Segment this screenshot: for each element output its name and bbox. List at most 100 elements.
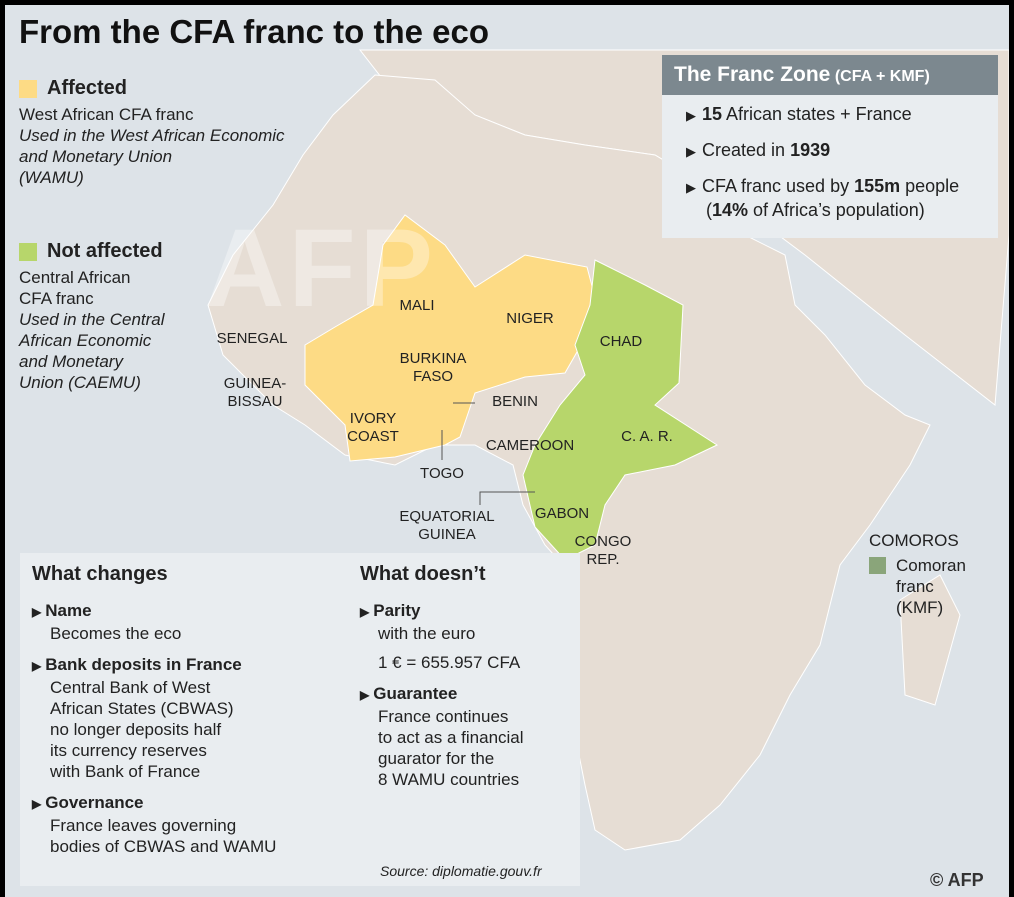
country-label: SENEGAL	[192, 330, 312, 348]
what-doesnt: What doesn’t ▶ Parity with the euro 1 € = 65…	[360, 563, 570, 800]
country-label-line: GUINEA	[418, 526, 476, 543]
country-label-line: REP.	[586, 551, 620, 568]
legend-italic-line: African Economic	[19, 331, 152, 350]
item-line: France continues	[378, 707, 509, 726]
legend-swatch	[19, 242, 37, 261]
franc-zone-text: 1939	[790, 140, 831, 160]
item-label-text: Parity	[373, 601, 421, 620]
country-label: CONGO REP.	[543, 533, 663, 569]
franc-zone-item: (14% of Africa’s population)	[686, 199, 998, 221]
item-label: ▶ Name	[32, 600, 352, 623]
franc-zone-note: (CFA + KMF)	[834, 68, 930, 85]
franc-zone-text: 155m	[854, 176, 901, 196]
country-label: BENIN	[455, 393, 575, 411]
country-label-line: FASO	[412, 368, 453, 385]
legend-line: Central African	[19, 268, 131, 287]
comoros-line: franc	[896, 577, 934, 596]
franc-zone-text: of Africa’s population)	[748, 200, 925, 220]
legend-entry: Not affected Central African CFA franc Used…	[19, 240, 339, 393]
not-affected-area	[522, 259, 719, 561]
country-label: MALI	[357, 297, 477, 315]
legend-entry: Affected West African CFA franc Used in th…	[19, 77, 339, 188]
spacer	[360, 790, 570, 800]
item-line: with the euro	[378, 624, 476, 643]
legend: Affected West African CFA franc Used in th…	[19, 77, 339, 393]
spacer	[360, 673, 570, 683]
franc-zone-text: CFA franc used by	[702, 176, 855, 196]
bullet: ▶	[32, 797, 42, 811]
item-label-text: Governance	[45, 793, 144, 812]
franc-zone-box: The Franc Zone (CFA + KMF) ▶ 15 African s…	[662, 55, 998, 238]
franc-zone-text: Created in	[702, 140, 791, 160]
country-label-line: GABON	[534, 505, 590, 522]
country-label: GABON	[502, 505, 622, 523]
country-label-line: CONGO	[574, 533, 632, 550]
franc-zone-item: ▶ 15 African states + France	[686, 103, 998, 127]
item-line: African States (CBWAS)	[50, 699, 234, 718]
affected-area	[304, 214, 598, 462]
country-label: NIGER	[470, 310, 590, 328]
item-label: ▶ Guarantee	[360, 683, 570, 706]
comoros-lines: Comoran franc (KMF)	[896, 555, 966, 618]
item-line: Becomes the eco	[50, 624, 182, 643]
franc-zone-text: 14%	[712, 200, 749, 220]
item-label-text: Name	[45, 601, 92, 620]
item-line: France leaves governing	[50, 816, 237, 835]
legend-header: Not affected	[19, 240, 339, 263]
legend-italic-line: and Monetary	[19, 352, 123, 371]
country-label-line: MALI	[399, 297, 435, 314]
item-line: Central Bank of West	[50, 678, 211, 697]
spacer	[32, 857, 352, 867]
country-label-line: BURKINA	[399, 350, 467, 367]
country-label: EQUATORIAL GUINEA	[387, 508, 507, 544]
column-heading: What changes	[32, 563, 168, 585]
bullet: ▶	[686, 108, 696, 123]
changes-box: What changes ▶ Name Becomes the eco ▶ Bank de…	[20, 553, 580, 886]
country-label-line: CAMEROON	[485, 437, 575, 454]
franc-zone-title: The Franc Zone	[674, 63, 831, 86]
franc-zone-text: African states + France	[722, 104, 912, 124]
comoros-line: (KMF)	[896, 598, 944, 617]
country-label-line: GUINEA-	[223, 375, 287, 392]
legend-italic-line: (WAMU)	[19, 168, 84, 187]
bullet: ▶	[32, 659, 42, 673]
country-label: C. A. R.	[587, 428, 707, 446]
comoros-legend-entry: Comoran franc (KMF)	[869, 555, 966, 618]
country-label-line: C. A. R.	[621, 428, 673, 445]
country-label-line: BENIN	[492, 393, 538, 410]
country-label-line: TOGO	[420, 465, 464, 482]
item-line: guarator for the	[378, 749, 495, 768]
item-label-text: Guarantee	[373, 684, 458, 703]
country-label-line: NIGER	[506, 310, 554, 327]
item-label: ▶ Parity	[360, 600, 570, 623]
franc-zone-text: (	[706, 200, 712, 220]
credit: © AFP	[930, 870, 984, 890]
item-line: to act as a financial	[378, 728, 524, 747]
country-label: CHAD	[561, 333, 681, 351]
item-label: ▶ Bank deposits in France	[32, 654, 352, 677]
legend-header: Affected	[19, 77, 339, 100]
spacer	[32, 782, 352, 792]
franc-zone-item: ▶ Created in 1939	[686, 139, 998, 163]
item-line: 1 € = 655.957 CFA	[378, 653, 521, 672]
franc-zone-items: ▶ 15 African states + France ▶ Created in 1…	[662, 95, 998, 221]
country-label: TOGO	[382, 465, 502, 483]
watermark: AFP	[205, 207, 437, 330]
legend-italic-line: Used in the Central	[19, 310, 165, 329]
bullet: ▶	[686, 180, 696, 195]
source: Source: diplomatie.gouv.fr	[380, 863, 542, 879]
item-line: bodies of CBWAS and WAMU	[50, 837, 277, 856]
land	[899, 574, 961, 706]
legend-line: West African CFA franc	[19, 105, 194, 124]
comoros-label: COMOROS	[869, 531, 959, 550]
bullet: ▶	[360, 605, 370, 619]
infographic: AFP From the CFA franc to the eco Affect…	[5, 5, 1009, 897]
franc-zone-item: ▶ CFA franc used by 155m people	[686, 175, 998, 199]
title: From the CFA franc to the eco	[19, 13, 489, 50]
franc-zone-header: The Franc Zone (CFA + KMF)	[662, 55, 998, 95]
country-label-line: CHAD	[599, 333, 643, 350]
item-line: its currency reserves	[50, 741, 207, 760]
legend-label: Not affected	[47, 240, 163, 262]
country-label-line: SENEGAL	[216, 330, 288, 347]
spacer	[32, 644, 352, 654]
